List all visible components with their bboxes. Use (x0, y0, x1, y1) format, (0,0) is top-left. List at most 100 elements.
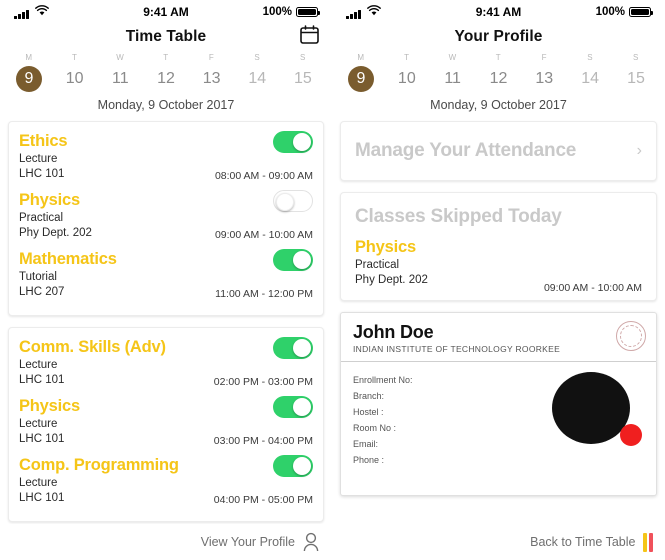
class-card-afternoon: Comm. Skills (Adv) Lecture LHC 101 02:00… (8, 327, 324, 522)
day-cell[interactable]: F 13 (525, 53, 563, 92)
class-type: Tutorial (19, 271, 57, 283)
day-cell[interactable]: S 15 (617, 53, 655, 92)
day-number: 9 (16, 66, 42, 92)
class-title: Comp. Programming (19, 456, 179, 474)
day-number: 13 (202, 70, 221, 87)
class-room: LHC 101 (19, 433, 65, 445)
day-cell[interactable]: M 9 (10, 53, 48, 92)
id-field-enrollment: Enrollment No: (353, 375, 413, 385)
class-room: Phy Dept. 202 (355, 274, 428, 286)
bottom-bar-left[interactable]: View Your Profile (0, 524, 332, 560)
day-of-week: S (300, 53, 306, 62)
back-to-timetable-label: Back to Time Table (530, 535, 636, 549)
skipped-class-entry[interactable]: Physics Practical Phy Dept. 202 09:00 AM… (355, 228, 642, 300)
day-cell[interactable]: T 12 (479, 53, 517, 92)
day-cell[interactable]: S 14 (571, 53, 609, 92)
page-title-right: Your Profile (454, 28, 543, 45)
class-time: 08:00 AM - 09:00 AM (214, 170, 313, 182)
class-title: Physics (355, 238, 416, 256)
day-cell[interactable]: T 12 (147, 53, 185, 92)
attendance-toggle[interactable] (273, 131, 313, 153)
chevron-right-icon: › (636, 142, 642, 159)
id-card-fields: Enrollment No: Branch: Hostel : Room No … (341, 362, 656, 478)
class-entry[interactable]: Physics Lecture LHC 101 03:00 PM - 04:00… (19, 394, 313, 453)
class-time: 02:00 PM - 03:00 PM (213, 376, 313, 388)
id-field-hostel: Hostel : (353, 407, 384, 417)
institute-seal-icon (616, 321, 646, 351)
day-number: 10 (397, 70, 416, 87)
attendance-toggle[interactable] (273, 190, 313, 212)
class-type: Lecture (19, 359, 58, 371)
student-id-card[interactable]: John Doe INDIAN INSTITUTE OF TECHNOLOGY … (340, 312, 657, 496)
day-number: 14 (248, 70, 267, 87)
class-entry[interactable]: Mathematics Tutorial LHC 207 11:00 AM - … (19, 247, 313, 306)
nav-bar-left: Time Table (0, 24, 332, 50)
class-time: 09:00 AM - 10:00 AM (543, 282, 642, 294)
day-of-week: M (357, 53, 365, 62)
screen-your-profile: 9:41 AM 100% Your Profile M 9 T 10 W 11 (332, 0, 665, 560)
id-field-branch: Branch: (353, 391, 385, 401)
day-number: 15 (294, 70, 312, 87)
day-number: 9 (348, 66, 374, 92)
class-room: LHC 101 (19, 374, 65, 386)
id-field-email: Email: (353, 439, 379, 449)
class-room: Phy Dept. 202 (19, 227, 92, 239)
screen-time-table: 9:41 AM 100% Time Table M 9 (0, 0, 332, 560)
battery-icon (296, 7, 320, 17)
day-of-week: S (254, 53, 261, 62)
status-right-group: 100% (262, 6, 320, 18)
class-entry[interactable]: Comm. Skills (Adv) Lecture LHC 101 02:00… (19, 335, 313, 394)
day-number: 12 (489, 70, 508, 87)
status-left-group (346, 5, 381, 19)
class-time: 03:00 PM - 04:00 PM (213, 435, 313, 447)
bottom-bar-right[interactable]: Back to Time Table (332, 524, 665, 560)
day-cell[interactable]: M 9 (342, 53, 380, 92)
week-strip-right[interactable]: M 9 T 10 W 11 T 12 F 13 S 14 (332, 50, 665, 92)
manage-attendance-label: Manage Your Attendance (355, 140, 577, 161)
day-number: 15 (627, 70, 645, 87)
bars-icon[interactable] (642, 532, 653, 552)
class-entry[interactable]: Ethics Lecture LHC 101 08:00 AM - 09:00 … (19, 129, 313, 188)
day-of-week: S (587, 53, 594, 62)
class-title: Physics (19, 191, 80, 209)
class-room: LHC 101 (19, 492, 65, 504)
attendance-toggle[interactable] (273, 337, 313, 359)
class-type: Practical (19, 212, 64, 224)
battery-percent-right: 100% (595, 6, 625, 18)
day-cell[interactable]: W 11 (101, 53, 139, 92)
day-cell[interactable]: S 14 (238, 53, 276, 92)
wifi-icon (366, 5, 381, 19)
signal-bars-icon (346, 9, 361, 19)
class-time: 11:00 AM - 12:00 PM (215, 288, 313, 300)
battery-percent-left: 100% (262, 6, 292, 18)
attendance-toggle[interactable] (273, 396, 313, 418)
attendance-toggle[interactable] (273, 455, 313, 477)
day-cell[interactable]: F 13 (193, 53, 231, 92)
wifi-icon (34, 5, 49, 19)
signal-bars-icon (14, 9, 29, 19)
class-entry[interactable]: Physics Practical Phy Dept. 202 09:00 AM… (19, 188, 313, 247)
day-cell[interactable]: T 10 (56, 53, 94, 92)
day-of-week: T (495, 53, 502, 62)
class-title: Ethics (19, 132, 68, 150)
day-number: 11 (112, 70, 129, 87)
class-room: LHC 207 (19, 286, 65, 298)
classes-skipped-panel: Classes Skipped Today Physics Practical … (340, 192, 657, 301)
selected-date-label-right: Monday, 9 October 2017 (430, 98, 567, 112)
day-of-week: F (541, 53, 547, 62)
class-card-morning: Ethics Lecture LHC 101 08:00 AM - 09:00 … (8, 121, 324, 316)
week-strip-left[interactable]: M 9 T 10 W 11 T 12 F 13 S 14 (0, 50, 332, 92)
day-of-week: M (25, 53, 33, 62)
status-bar-left: 9:41 AM 100% (0, 0, 332, 24)
class-entry[interactable]: Comp. Programming Lecture LHC 101 04:00 … (19, 453, 313, 512)
attendance-toggle[interactable] (273, 249, 313, 271)
day-cell[interactable]: S 15 (284, 53, 322, 92)
person-icon[interactable] (302, 532, 320, 552)
day-of-week: T (163, 53, 169, 62)
day-cell[interactable]: W 11 (434, 53, 472, 92)
status-right-group: 100% (595, 6, 653, 18)
selected-date-label-left: Monday, 9 October 2017 (97, 98, 235, 112)
day-cell[interactable]: T 10 (388, 53, 426, 92)
manage-attendance-button[interactable]: Manage Your Attendance › (340, 121, 657, 181)
calendar-icon[interactable] (300, 25, 319, 44)
